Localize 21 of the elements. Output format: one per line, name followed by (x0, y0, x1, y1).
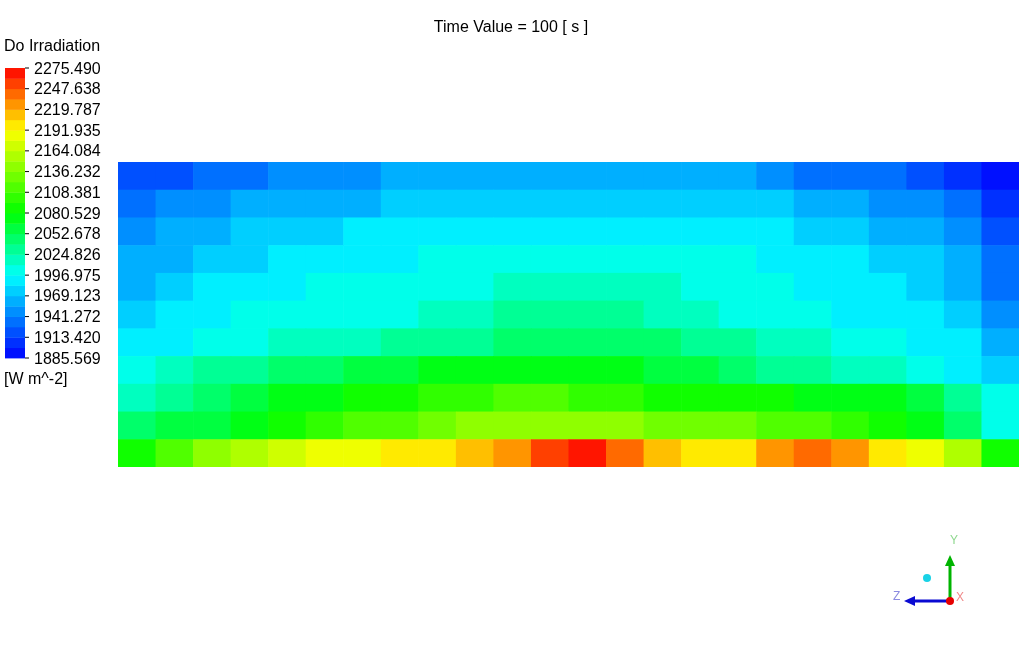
color-bar-label: 2247.638 (34, 80, 101, 98)
color-bar-label: 2191.935 (34, 121, 101, 139)
color-bar-label: 2080.529 (34, 204, 101, 222)
text: X (956, 590, 965, 604)
color-bar-label: 2024.826 (34, 245, 101, 263)
color-bar-label: 2219.787 (34, 100, 101, 118)
color-bar-label: 1996.975 (34, 266, 101, 284)
color-bar-label: 2136.232 (34, 163, 101, 181)
color-bar-label: 2052.678 (34, 225, 101, 243)
color-bar-label: 1885.569 (34, 349, 101, 367)
color-bar-label: 1969.123 (34, 287, 101, 305)
text: Y (950, 533, 959, 547)
text: Z (893, 589, 901, 603)
text: [W m^-2] (4, 370, 68, 388)
color-bar-label: 2108.381 (34, 183, 101, 201)
color-bar-label: 2275.490 (34, 59, 101, 77)
color-bar-title: Do Irradiation (4, 37, 101, 55)
color-bar-label: 1941.272 (34, 308, 101, 326)
color-bar-label: 1913.420 (34, 328, 101, 346)
color-bar-label: 2164.084 (34, 142, 101, 160)
chart-title: Time Value = 100 [ s ] (432, 18, 590, 36)
